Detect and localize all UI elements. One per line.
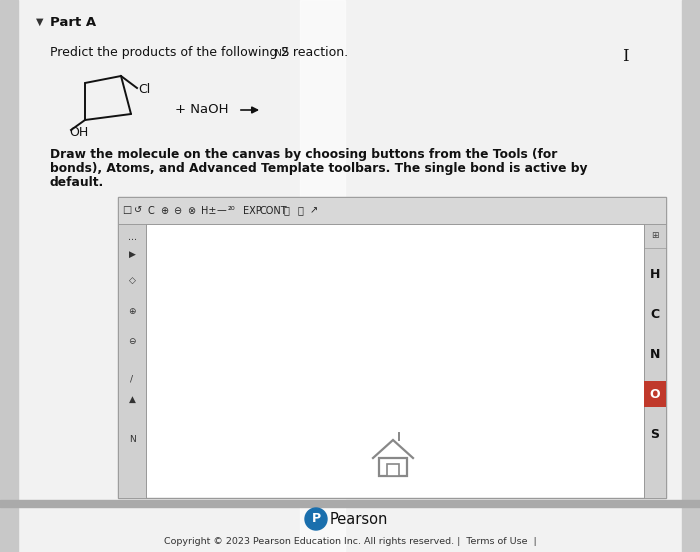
Bar xyxy=(300,0,345,552)
Circle shape xyxy=(305,508,327,530)
Text: ²⁰: ²⁰ xyxy=(228,205,236,215)
Text: □: □ xyxy=(122,205,132,215)
Text: + NaOH: + NaOH xyxy=(175,103,228,116)
Text: Predict the products of the following S: Predict the products of the following S xyxy=(50,46,289,59)
Bar xyxy=(387,464,399,476)
Text: 2 reaction.: 2 reaction. xyxy=(281,46,348,59)
Text: EXP: EXP xyxy=(243,205,262,215)
Text: ⊖: ⊖ xyxy=(128,337,136,347)
Bar xyxy=(644,381,666,407)
Text: C: C xyxy=(147,205,154,215)
Bar xyxy=(118,197,666,498)
Text: default.: default. xyxy=(50,176,104,189)
Text: ▲: ▲ xyxy=(129,395,135,404)
Text: /: / xyxy=(130,374,134,384)
Bar xyxy=(682,0,700,552)
Bar xyxy=(0,500,700,507)
Text: Pearson: Pearson xyxy=(330,512,389,527)
Text: S: S xyxy=(650,427,659,440)
Text: ⊕: ⊕ xyxy=(128,307,136,316)
Text: Cl: Cl xyxy=(138,83,150,96)
Text: N: N xyxy=(650,348,660,360)
Bar xyxy=(379,458,407,476)
Text: ❓: ❓ xyxy=(298,205,304,215)
Text: ⊞: ⊞ xyxy=(651,231,659,241)
Text: ▼: ▼ xyxy=(36,17,43,27)
Bar xyxy=(118,224,146,498)
Text: ↗: ↗ xyxy=(310,205,318,215)
Text: Copyright © 2023 Pearson Education Inc. All rights reserved. |  Terms of Use  |: Copyright © 2023 Pearson Education Inc. … xyxy=(164,537,536,545)
Text: ⊖: ⊖ xyxy=(173,205,181,215)
Text: Draw the molecule on the canvas by choosing buttons from the Tools (for: Draw the molecule on the canvas by choos… xyxy=(50,148,557,161)
Text: ◇: ◇ xyxy=(129,275,135,284)
Text: Part A: Part A xyxy=(50,16,96,29)
Text: I: I xyxy=(622,48,629,65)
Text: P: P xyxy=(312,512,321,526)
Text: N: N xyxy=(274,49,281,58)
Text: ⊗: ⊗ xyxy=(187,205,195,215)
Text: —: — xyxy=(217,205,227,215)
Text: H±: H± xyxy=(201,205,216,215)
Text: ⋯: ⋯ xyxy=(127,236,136,245)
Text: ⊕: ⊕ xyxy=(160,205,168,215)
Text: H: H xyxy=(650,268,660,280)
Text: ▶: ▶ xyxy=(129,250,135,258)
Bar xyxy=(644,224,666,498)
Text: bonds), Atoms, and Advanced Template toolbars. The single bond is active by: bonds), Atoms, and Advanced Template too… xyxy=(50,162,587,175)
Text: ↺: ↺ xyxy=(134,205,142,215)
Text: O: O xyxy=(650,388,660,401)
Text: OH: OH xyxy=(69,126,88,139)
Text: C: C xyxy=(650,307,659,321)
Text: CONT: CONT xyxy=(260,205,288,215)
Bar xyxy=(118,197,666,224)
Text: 🛈: 🛈 xyxy=(284,205,290,215)
Text: N: N xyxy=(129,434,135,443)
Bar xyxy=(0,0,18,552)
